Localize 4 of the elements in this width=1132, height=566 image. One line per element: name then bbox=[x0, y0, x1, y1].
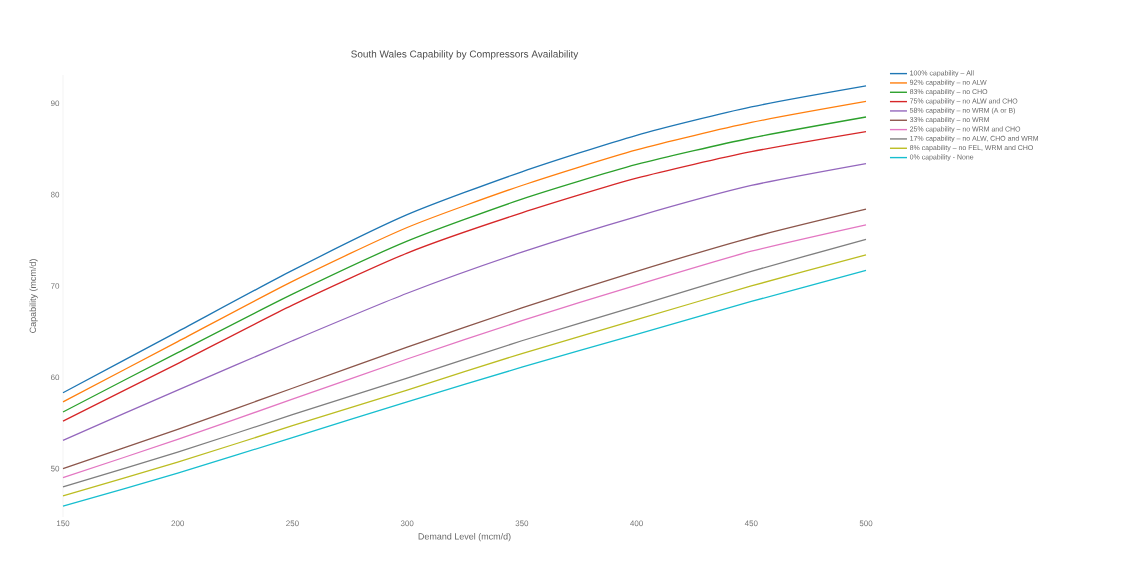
x-axis-title: Demand Level (mcm/d) bbox=[418, 533, 511, 542]
line-series bbox=[62, 162, 867, 441]
chart-title: South Wales Capability by Compressors Availability bbox=[351, 50, 579, 60]
y-axis-title: Capability (mcm/d) bbox=[29, 259, 38, 333]
